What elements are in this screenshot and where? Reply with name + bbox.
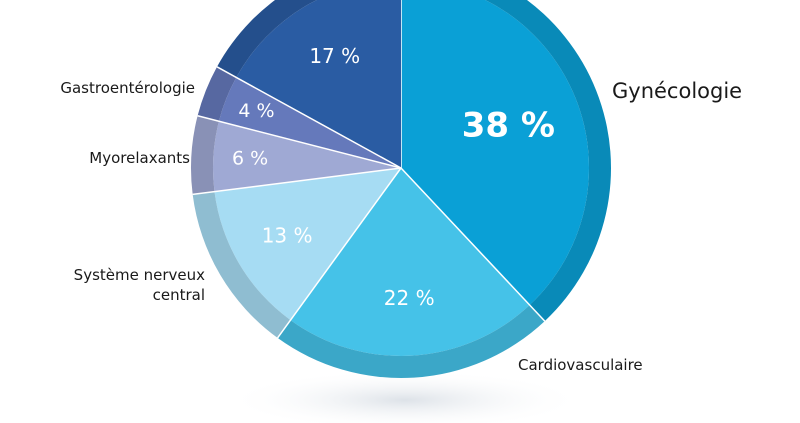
pie-slice-rim: [277, 305, 545, 378]
pie-slice-rim: [485, 0, 611, 322]
pie-value-label: 22 %: [384, 286, 435, 310]
pie-slice-rim: [192, 191, 291, 338]
pie-slice-separator: [276, 167, 402, 339]
pie-slice-rim: [191, 115, 219, 195]
pie-slice-body: [218, 77, 401, 168]
pie-slice-separator: [197, 115, 402, 169]
pie-slice-3: [192, 167, 402, 339]
pie-slice-body: [214, 168, 401, 321]
pie-category-label: Gastroentérologie: [60, 79, 195, 97]
pie-slice-2: [277, 167, 546, 378]
pie-value-label: 6 %: [232, 148, 268, 170]
pie-category-label: Système nerveux central: [73, 266, 205, 304]
pie-slice-body: [401, 0, 589, 306]
pie-slice-separator: [400, 167, 546, 322]
pie-slice-body: [236, 0, 401, 168]
pie-slice-4: [191, 115, 402, 196]
pie-category-label: Myorelaxants: [89, 149, 190, 167]
pie-value-label: 17 %: [309, 44, 360, 68]
pie-slice-separator: [216, 66, 402, 169]
pie-category-label: Cardiovasculaire: [518, 356, 643, 374]
pie-slice-body: [290, 168, 530, 357]
pie-shadow: [225, 370, 585, 423]
pie-category-label: Gynécologie: [612, 79, 743, 103]
pie-value-label: 13 %: [262, 223, 313, 247]
pie-slice-separator: [192, 167, 402, 196]
pie-slice-5: [197, 66, 402, 169]
pie-slice-rim: [197, 66, 237, 122]
pie-slice-6: [216, 0, 402, 169]
pie-value-label: 4 %: [238, 100, 274, 122]
pie-slice-rim: [216, 0, 317, 78]
pie-value-label: 38 %: [462, 105, 555, 145]
pie-slice-body: [213, 121, 401, 192]
